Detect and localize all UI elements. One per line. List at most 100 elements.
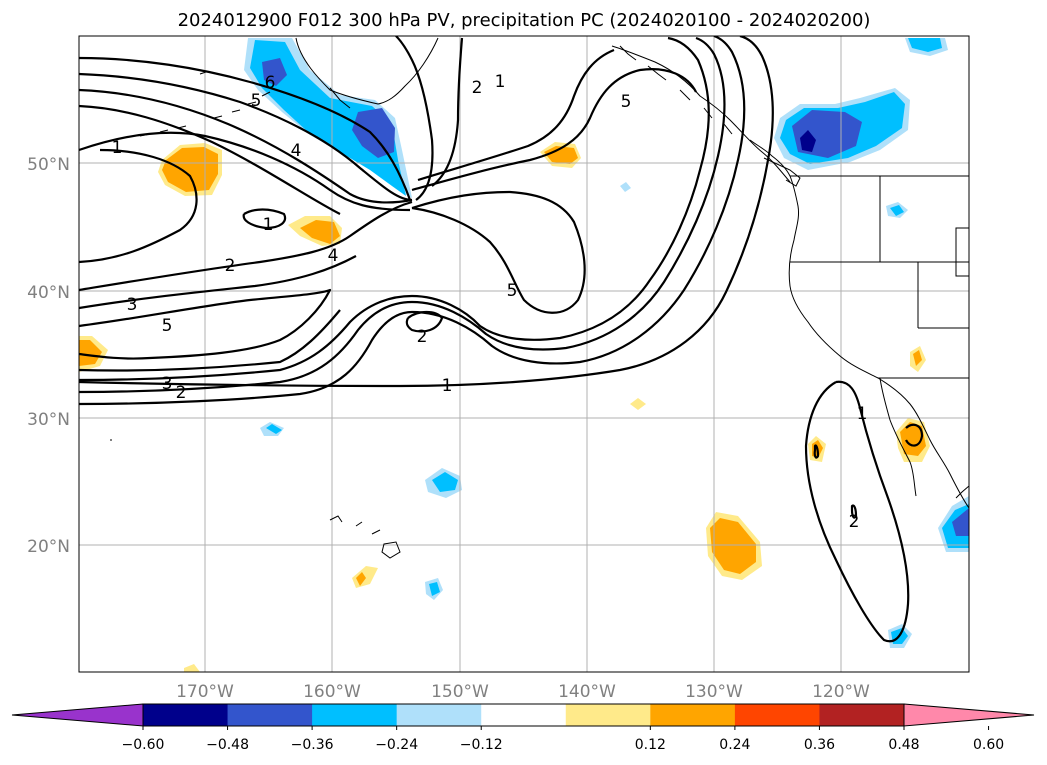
plot-area: 1 6 5 4 1 2 3 5 3 2 4 1 2 5 2 1 1 2 5 1 … xyxy=(79,36,969,672)
lat-label: 50°N xyxy=(27,155,70,175)
coastline-se-alaska xyxy=(611,45,791,183)
precip-patch xyxy=(429,582,440,596)
lon-label: 120°W xyxy=(812,682,870,702)
precip-patch xyxy=(262,58,287,86)
precip-patch xyxy=(300,220,340,244)
colorbar-segment xyxy=(396,704,482,726)
colorbar-tick-label: −0.12 xyxy=(460,737,503,753)
pv-contour xyxy=(79,36,746,406)
contour-label: 1 xyxy=(263,215,274,235)
contour-label: 2 xyxy=(225,256,236,276)
colorbar-tick-label: 0.48 xyxy=(888,737,919,753)
longitude-labels: 170°W 160°W 150°W 140°W 130°W 120°W xyxy=(176,682,870,702)
colorbar-tick-label: −0.60 xyxy=(122,737,165,753)
pv-contour xyxy=(79,131,411,212)
pv-contour xyxy=(79,88,413,204)
pv-contour xyxy=(79,36,726,394)
colorbar-tick-label: −0.36 xyxy=(291,737,334,753)
pv-contour xyxy=(411,190,586,314)
pv-contour xyxy=(79,200,413,292)
contour-label: 4 xyxy=(328,246,339,266)
pv-contour xyxy=(813,444,820,459)
contour-label: 6 xyxy=(265,73,276,93)
coastline-alaska xyxy=(295,37,439,105)
contour-label: 2 xyxy=(176,383,187,403)
contour-label: 3 xyxy=(162,374,173,394)
colorbar-segment xyxy=(819,704,905,726)
lat-label: 30°N xyxy=(27,410,70,430)
precip-patch xyxy=(184,664,200,672)
contour-label: 5 xyxy=(162,316,173,336)
colorbar-tick-label: 0.12 xyxy=(635,737,666,753)
pv-contour xyxy=(79,36,710,382)
pv-contour xyxy=(411,68,697,192)
precip-patch xyxy=(710,518,756,574)
contour-label: 4 xyxy=(291,141,302,161)
colorbar-segment xyxy=(481,704,567,726)
colorbar-segment xyxy=(650,704,736,726)
precip-patch xyxy=(356,572,366,586)
pv-contour xyxy=(395,36,434,201)
pv-contour xyxy=(79,72,413,202)
contour-label: 5 xyxy=(621,92,632,112)
pv-contour xyxy=(79,288,332,360)
contour-label: 5 xyxy=(251,91,262,111)
lon-label: 160°W xyxy=(303,682,361,702)
map-title: 2024012900 F012 300 hPa PV, precipitatio… xyxy=(178,10,871,31)
gridlines xyxy=(79,36,969,672)
lat-label: 40°N xyxy=(27,283,70,303)
precip-patch xyxy=(432,472,458,492)
pv-contour xyxy=(405,310,444,333)
colorbar-segment xyxy=(734,704,820,726)
precip-patch xyxy=(266,424,282,434)
contour-label: 1 xyxy=(857,404,868,424)
pv-contour xyxy=(850,504,858,519)
colorbar-segment xyxy=(312,704,398,726)
precip-patch xyxy=(162,147,218,192)
colorbar-extend-low xyxy=(11,703,144,727)
precip-patch xyxy=(352,108,395,158)
pv-contour xyxy=(79,255,357,310)
colorbar-tick-label: 0.24 xyxy=(719,737,750,753)
coastline-hawaii xyxy=(329,515,401,559)
contour-label: 1 xyxy=(495,72,506,92)
political-borders xyxy=(790,175,969,379)
colorbar-tick-label: 0.36 xyxy=(804,737,835,753)
pv-contour xyxy=(79,309,341,372)
contour-label: 2 xyxy=(849,512,860,532)
lon-label: 150°W xyxy=(431,682,489,702)
precip-patch xyxy=(79,340,102,366)
precip-patch xyxy=(908,38,942,52)
contour-label: 1 xyxy=(442,376,453,396)
lon-label: 140°W xyxy=(558,682,616,702)
pv-contour xyxy=(79,56,412,201)
contour-label: 3 xyxy=(127,295,138,315)
coastline-vancouver-island xyxy=(763,157,801,187)
lon-label: 130°W xyxy=(685,682,743,702)
contour-labels: 1 6 5 4 1 2 3 5 3 2 4 1 2 5 2 1 1 2 5 1 … xyxy=(112,72,868,532)
contour-label: 2 xyxy=(417,327,428,347)
precip-patch xyxy=(620,182,631,192)
contour-label: 2 xyxy=(472,78,483,98)
precip-patch xyxy=(800,130,816,152)
plot-frame xyxy=(78,35,970,673)
pv-contour xyxy=(804,380,910,643)
pv-contour xyxy=(79,36,774,388)
pv-contour xyxy=(905,423,924,447)
pv-contour xyxy=(431,37,464,187)
contour-label: 1 xyxy=(112,138,123,158)
coastline-baja xyxy=(879,377,917,497)
coastline-alaska xyxy=(329,87,351,109)
precip-patch xyxy=(250,40,406,196)
precipitation-shading xyxy=(79,38,969,672)
precip-patch xyxy=(630,398,646,410)
coastline-se-alaska-islands xyxy=(619,45,733,135)
lon-label: 170°W xyxy=(176,682,234,702)
colorbar-frame xyxy=(142,703,905,727)
precip-patch xyxy=(913,350,922,366)
coastline-mexico xyxy=(955,485,969,499)
latitude-labels: 50°N 40°N 30°N 20°N xyxy=(27,155,70,557)
colorbar-segment xyxy=(565,704,651,726)
colorbar: −0.60 −0.48 −0.36 −0.24 −0.12 0.12 0.24 0.36 0.4… xyxy=(11,703,1035,753)
